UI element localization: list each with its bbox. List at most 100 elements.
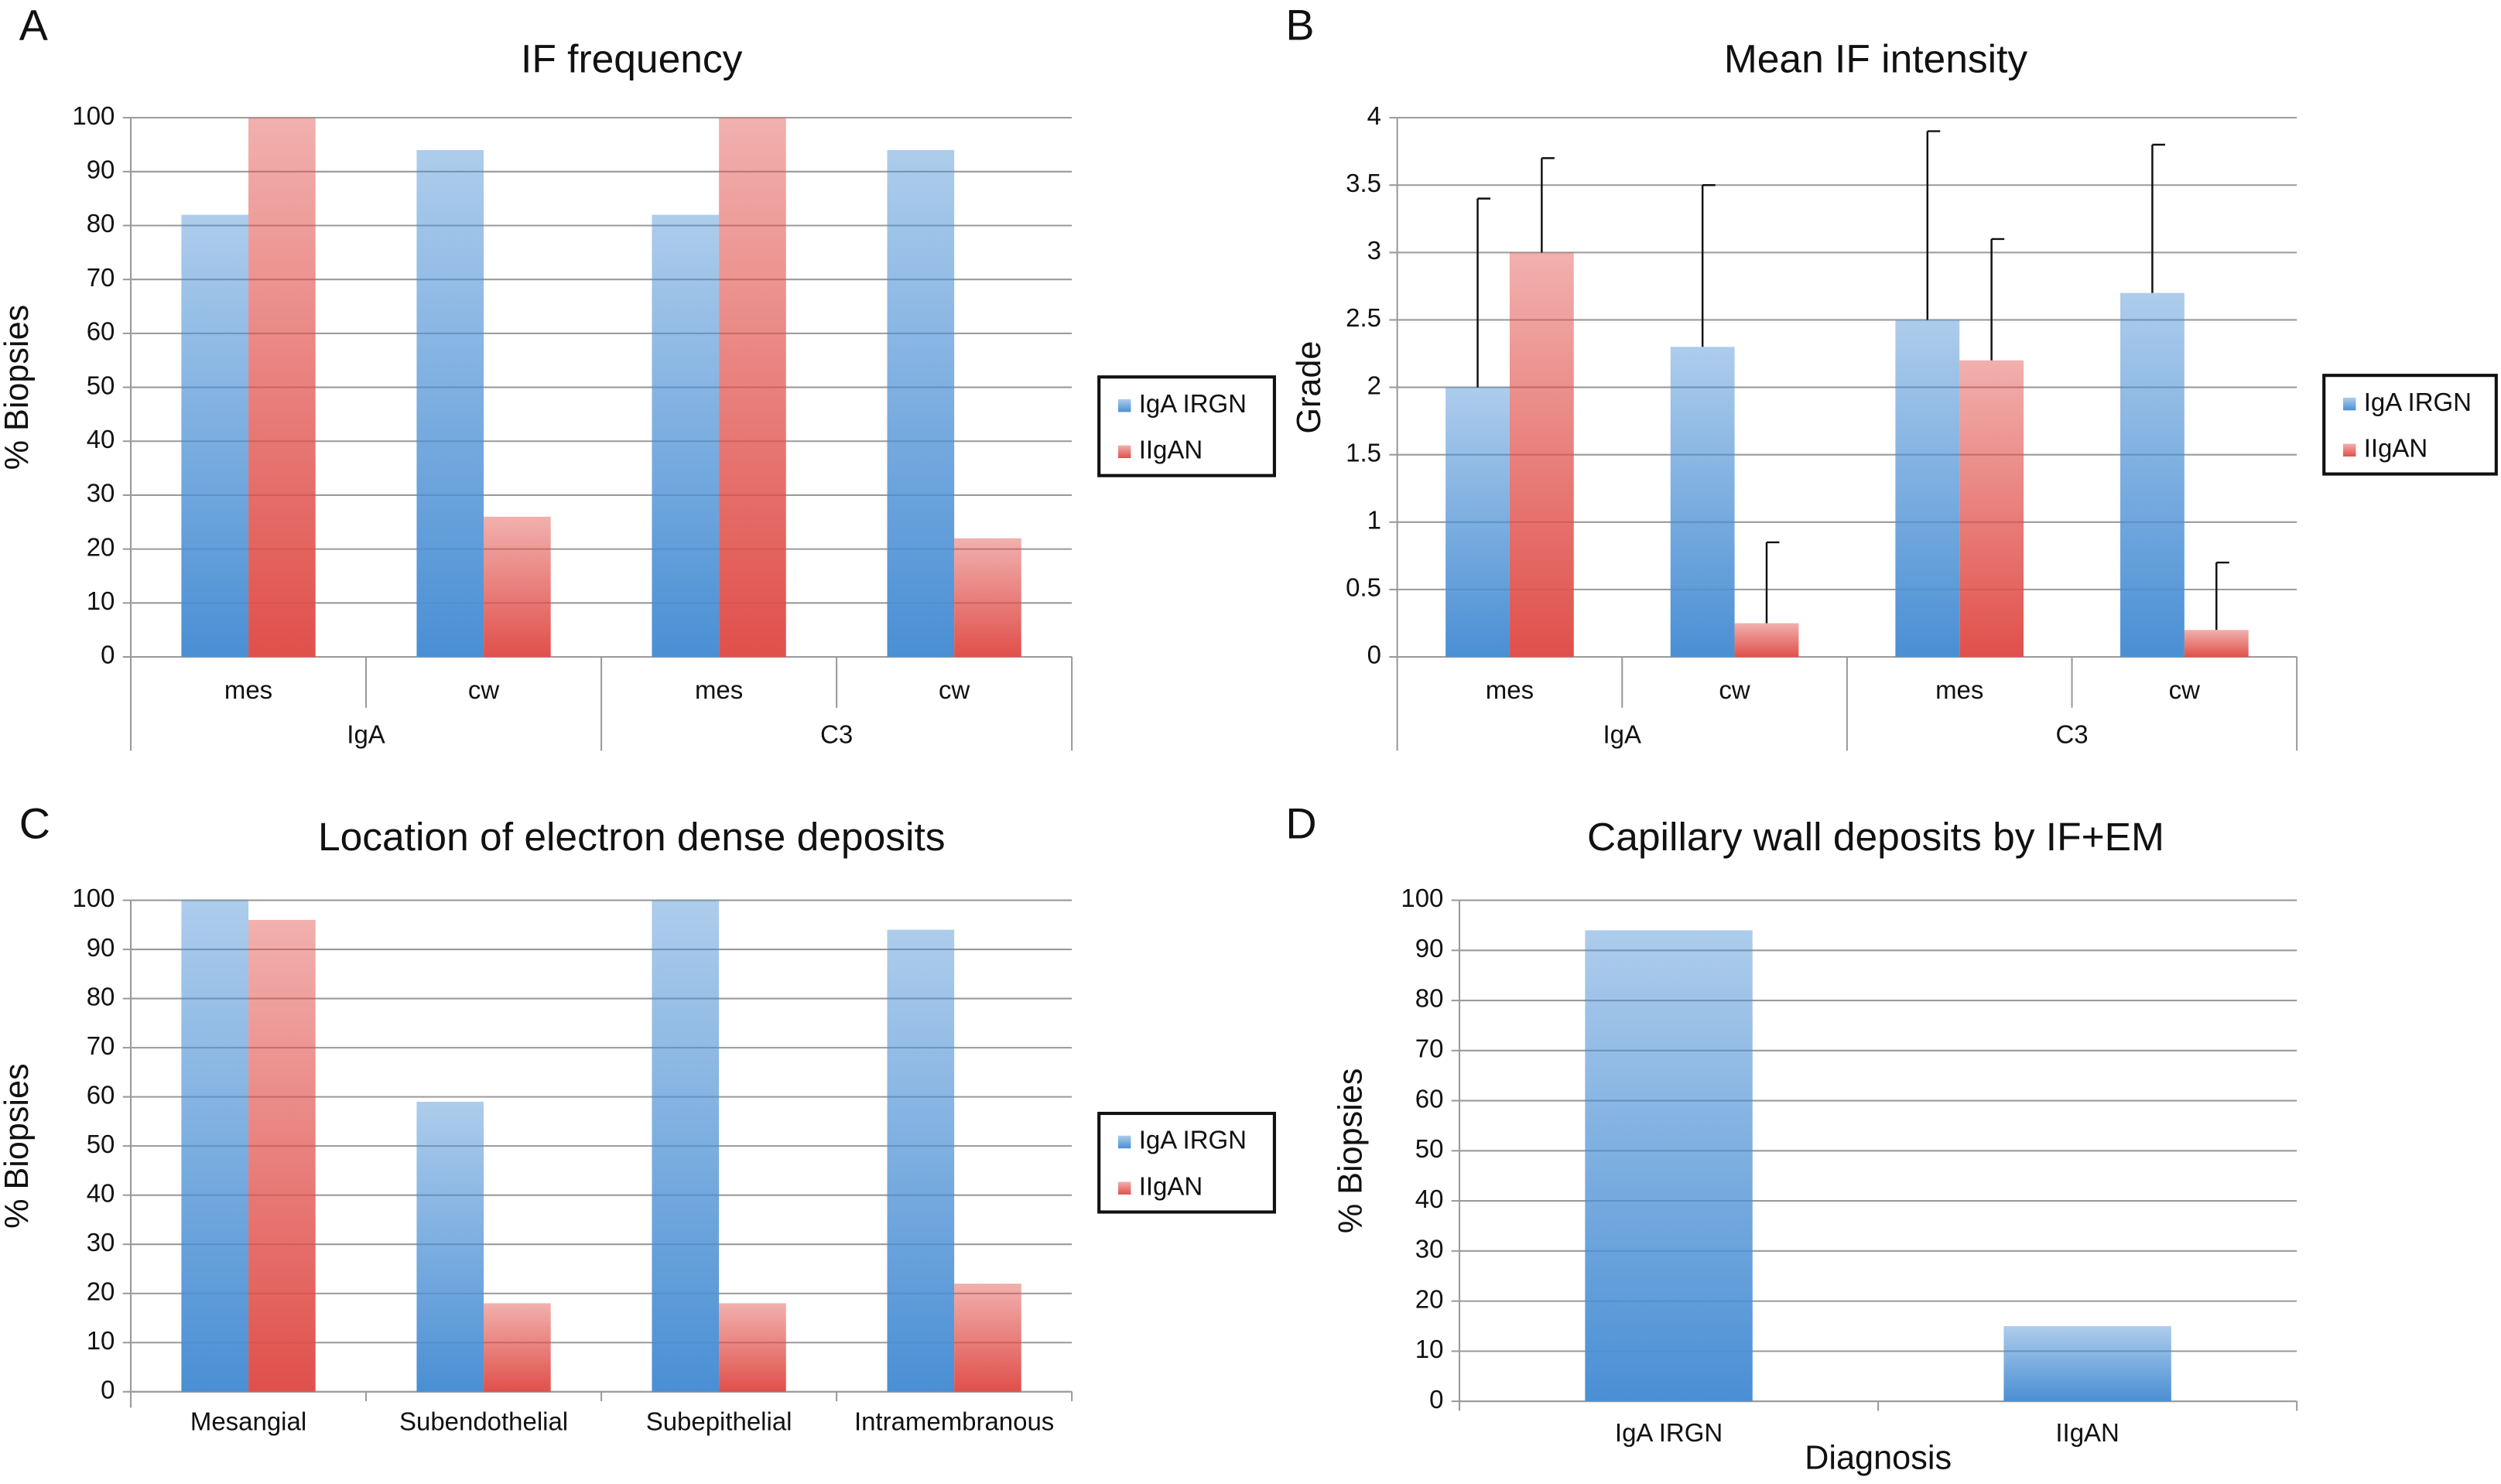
- y-tick-label: 3: [1367, 236, 1381, 265]
- legend-swatch: [1117, 398, 1131, 412]
- legend-label: IgA IRGN: [1139, 1126, 1247, 1154]
- x-tick-label: Subendothelial: [399, 1407, 568, 1436]
- bar: [719, 1303, 786, 1392]
- x-tick-label: Mesangial: [190, 1407, 306, 1436]
- bar: [2003, 1325, 2171, 1402]
- bar: [887, 929, 955, 1392]
- bar: [954, 1284, 1021, 1392]
- chart-title: IF frequency: [521, 36, 743, 81]
- y-tick-label: 70: [87, 263, 115, 292]
- y-tick-label: 10: [1415, 1335, 1444, 1363]
- legend-label: IIgAN: [1139, 1171, 1203, 1200]
- bar: [2184, 630, 2249, 658]
- bar: [181, 214, 249, 658]
- y-tick-label: 20: [87, 532, 115, 561]
- bar: [248, 118, 316, 658]
- bar: [1509, 252, 1574, 658]
- bar: [416, 1101, 484, 1392]
- chart-title: Mean IF intensity: [1724, 36, 2028, 81]
- y-tick-label: 4: [1367, 101, 1381, 130]
- group-label: IgA: [1603, 720, 1642, 749]
- legend-swatch: [1117, 1135, 1131, 1149]
- y-tick-label: 30: [87, 479, 115, 508]
- legend-swatch: [1117, 1181, 1131, 1195]
- y-tick-label: 70: [1415, 1034, 1444, 1063]
- panel-label: A: [19, 2, 48, 50]
- y-tick-label: 10: [87, 1326, 115, 1355]
- bar: [484, 516, 551, 658]
- y-tick-label: 0: [101, 1375, 115, 1404]
- y-tick-label: 50: [87, 371, 115, 399]
- y-axis-label: Grade: [1291, 341, 1328, 434]
- y-tick-label: 80: [87, 982, 115, 1010]
- bar: [248, 919, 316, 1392]
- x-tick-label: mes: [1486, 675, 1534, 704]
- x-tick-label: cw: [1719, 675, 1750, 704]
- bar: [181, 900, 249, 1392]
- x-tick-label: Intramembranous: [854, 1407, 1054, 1436]
- group-label: IgA: [347, 720, 385, 749]
- bar: [652, 900, 720, 1392]
- bar: [416, 149, 484, 658]
- bar: [1734, 623, 1799, 658]
- legend-label: IgA IRGN: [1139, 389, 1247, 418]
- legend-swatch: [2342, 397, 2356, 411]
- y-tick-label: 90: [1415, 934, 1444, 963]
- y-tick-label: 2.5: [1346, 303, 1381, 332]
- x-tick-label: IgA IRGN: [1615, 1418, 1723, 1447]
- y-tick-label: 30: [1415, 1235, 1444, 1263]
- legend-label: IIgAN: [2364, 434, 2427, 463]
- y-tick-label: 60: [87, 1080, 115, 1109]
- y-axis-label: % Biopsies: [0, 305, 36, 470]
- y-tick-label: 80: [87, 209, 115, 238]
- x-tick-label: cw: [939, 675, 970, 704]
- group-label: C3: [2055, 720, 2088, 749]
- bar: [1670, 347, 1735, 658]
- bar: [887, 149, 955, 658]
- legend-swatch: [2342, 443, 2356, 456]
- x-tick-label: mes: [1935, 675, 1983, 704]
- y-tick-label: 100: [72, 101, 115, 130]
- y-tick-label: 40: [87, 1178, 115, 1207]
- x-axis-label: Diagnosis: [1805, 1440, 1952, 1477]
- legend-swatch: [1117, 445, 1131, 459]
- y-tick-label: 90: [87, 156, 115, 184]
- chart-title: Capillary wall deposits by IF+EM: [1587, 814, 2164, 859]
- y-tick-label: 60: [87, 317, 115, 346]
- panel-label: B: [1285, 2, 1314, 50]
- bar: [954, 538, 1021, 658]
- y-tick-label: 40: [87, 425, 115, 453]
- bar: [1895, 320, 1960, 658]
- bar: [1959, 360, 2024, 658]
- legend-box: [1097, 1111, 1276, 1214]
- y-axis-label: % Biopsies: [0, 1063, 36, 1229]
- y-tick-label: 20: [1415, 1284, 1444, 1313]
- bar: [2120, 292, 2185, 658]
- y-tick-label: 70: [87, 1031, 115, 1060]
- y-tick-label: 0: [101, 641, 115, 669]
- y-tick-label: 20: [87, 1277, 115, 1305]
- y-tick-label: 50: [1415, 1134, 1444, 1163]
- legend-box: [2322, 374, 2498, 476]
- y-tick-label: 0.5: [1346, 573, 1381, 602]
- x-tick-label: cw: [2169, 675, 2201, 704]
- y-tick-label: 3.5: [1346, 169, 1381, 197]
- chart-title: Location of electron dense deposits: [318, 814, 946, 859]
- y-tick-label: 100: [72, 884, 115, 912]
- y-tick-label: 40: [1415, 1185, 1444, 1213]
- y-tick-label: 100: [1401, 884, 1443, 912]
- y-tick-label: 10: [87, 586, 115, 615]
- y-tick-label: 1.5: [1346, 438, 1381, 467]
- bar: [719, 118, 786, 658]
- y-tick-label: 90: [87, 933, 115, 962]
- y-tick-label: 30: [87, 1228, 115, 1257]
- panel-label: C: [19, 800, 50, 848]
- y-tick-label: 50: [87, 1130, 115, 1158]
- y-tick-label: 60: [1415, 1084, 1444, 1113]
- x-tick-label: mes: [224, 675, 272, 704]
- y-tick-label: 2: [1367, 371, 1381, 399]
- x-tick-label: Subepithelial: [646, 1407, 792, 1436]
- y-tick-label: 80: [1415, 984, 1444, 1013]
